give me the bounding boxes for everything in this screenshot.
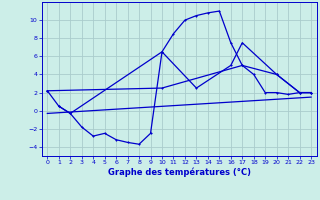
X-axis label: Graphe des températures (°C): Graphe des températures (°C): [108, 168, 251, 177]
